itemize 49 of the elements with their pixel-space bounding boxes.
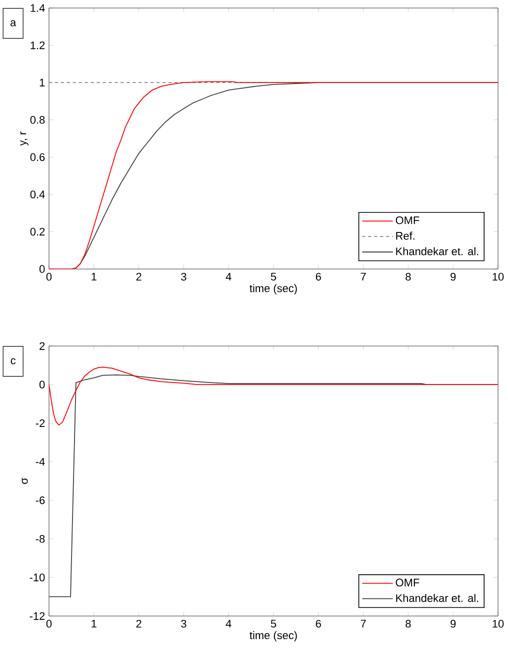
y-tick-label: 1.4	[30, 4, 45, 12]
x-tick-label: 7	[360, 272, 366, 280]
y-tick-label: 0.2	[30, 228, 45, 236]
x-tick-label: 6	[316, 620, 322, 628]
x-tick-label: 3	[181, 272, 186, 281]
x-tick-label: 10	[492, 620, 504, 628]
y-tick-label: 0	[40, 265, 45, 273]
x-tick-label: 6	[316, 272, 322, 281]
y-axis-title: y, r	[20, 131, 29, 146]
x-tick-label: 7	[360, 620, 366, 628]
x-tick-label: 9	[450, 620, 456, 628]
text: a	[10, 20, 16, 26]
x-tick-label: 10	[492, 272, 504, 281]
y-tick-label: -8	[36, 534, 45, 543]
legend-label: OMF	[396, 578, 420, 586]
y-tick-label: 0.4	[30, 190, 45, 198]
x-tick-label: 1	[92, 620, 97, 628]
x-tick-label: 5	[271, 272, 276, 281]
x-axis-title: time (sec)	[250, 631, 297, 642]
x-tick-label: 9	[450, 272, 456, 281]
x-tick-label: 1	[92, 272, 97, 280]
x-tick-label: 0	[46, 620, 52, 628]
y-tick-label: -10	[30, 574, 45, 582]
x-tick-label: 2	[136, 272, 142, 281]
y-tick-label: -6	[36, 496, 45, 504]
legend-label: Khandekar et. al.	[396, 247, 478, 256]
y-tick-label: 0.8	[30, 116, 45, 124]
y-tick-label: 0	[40, 380, 45, 388]
x-tick-label: 8	[406, 620, 411, 628]
legend-label: OMF	[396, 216, 420, 224]
y-axis-title: σ	[22, 478, 28, 484]
x-tick-label: 5	[271, 620, 276, 628]
text: c	[10, 358, 16, 364]
y-tick-label: 2	[40, 342, 45, 350]
x-tick-label: 8	[406, 272, 411, 281]
legend-label: Ref.	[396, 232, 415, 240]
x-tick-label: 3	[181, 620, 186, 628]
x-tick-label: 4	[226, 620, 232, 628]
legend-label: Khandekar et. al.	[396, 594, 478, 602]
x-axis-title: time (sec)	[250, 284, 297, 294]
x-tick-label: 0	[46, 272, 52, 281]
y-tick-label: -2	[36, 419, 45, 427]
x-tick-label: 2	[136, 620, 142, 628]
y-tick-label: -4	[36, 458, 45, 466]
y-tick-label: 0.6	[30, 153, 45, 162]
y-tick-label: 1.2	[30, 41, 45, 50]
y-tick-label: 1	[40, 78, 45, 86]
y-tick-label: -12	[30, 612, 45, 620]
x-tick-label: 4	[226, 272, 232, 280]
